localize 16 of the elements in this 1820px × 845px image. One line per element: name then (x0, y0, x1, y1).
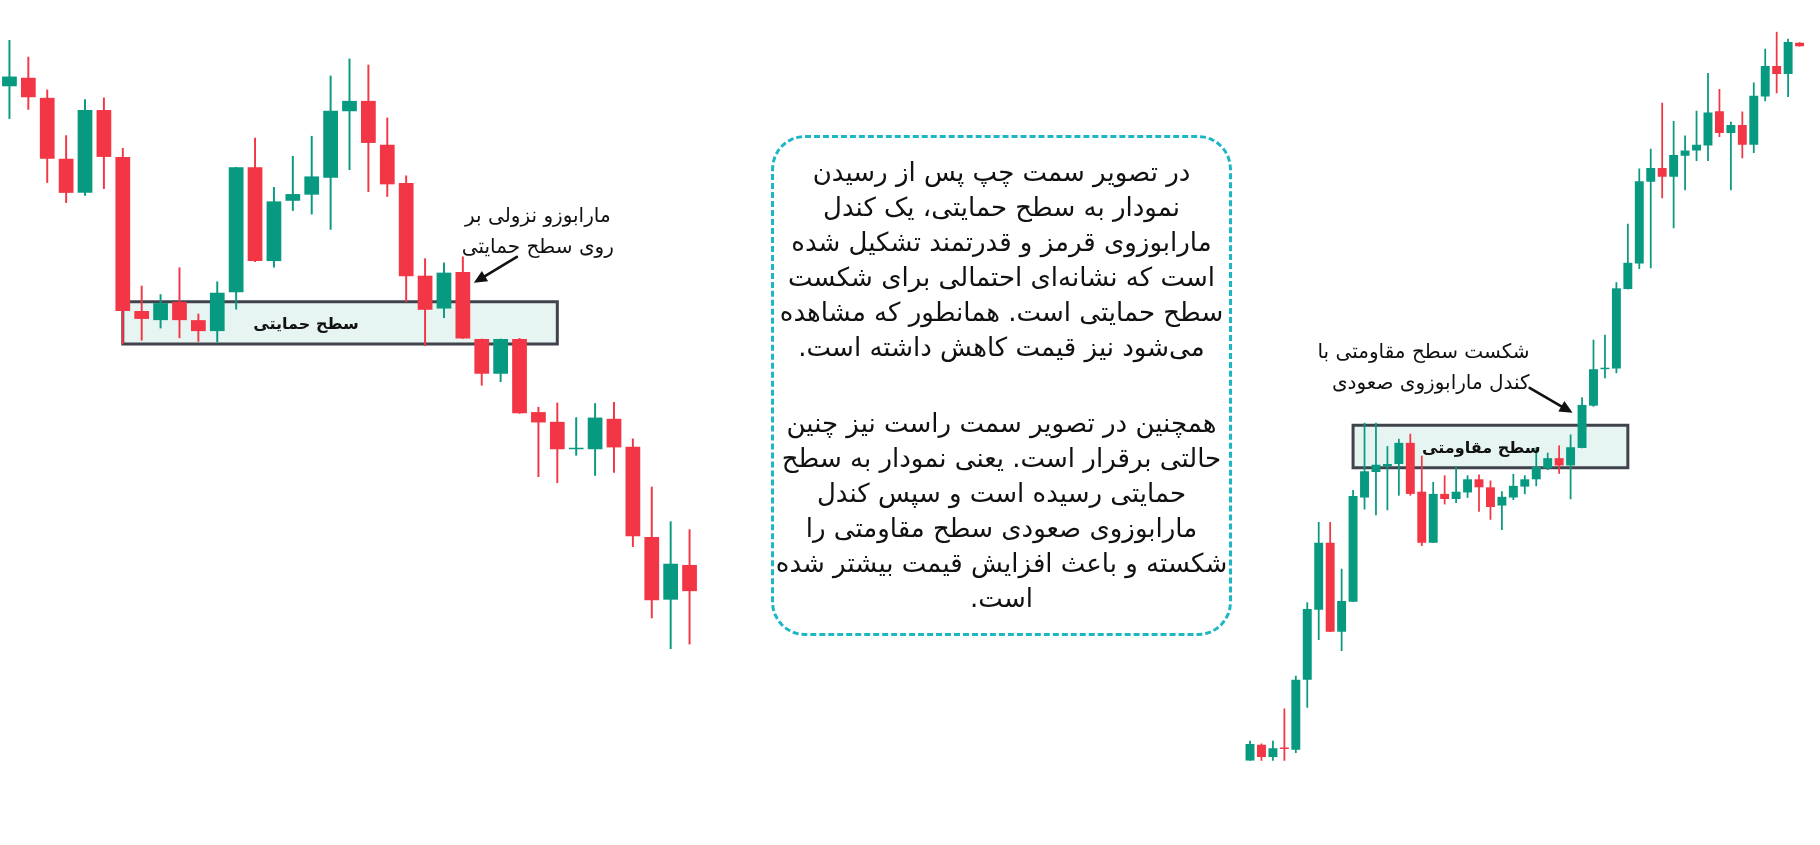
candlestick (1371, 422, 1381, 516)
candlestick (1772, 31, 1782, 94)
band-label: سطح حمایتی (253, 313, 359, 333)
candlestick (1646, 148, 1656, 269)
candlestick (2, 40, 17, 119)
band-label: سطح مقاومتی (1422, 437, 1541, 456)
annotation: شکست سطح مقاومتی با کندل مارابوزوی صعودی (1316, 337, 1530, 396)
candlestick (1680, 135, 1690, 191)
text: همچنین در تصویر سمت راست نیز چنین حالتی برقرار است. یعنی نمودار به سطح حمایتی رسیده است و سپس کندل مارابوزوی صعودی سطح مقاومتی را شکسته و باعث افزایش قیمت بیشتر شده است. (775, 407, 1228, 615)
candlestick (1657, 102, 1667, 199)
candlestick (1726, 121, 1736, 191)
candlestick (1451, 466, 1461, 503)
candlestick (1669, 121, 1679, 229)
text: در تصویر سمت چپ پس از رسیدن نمودار به سطح حمایتی، یک کندل مارابوزوی قرمز و قدرتمند تشکیل شده است که نشانه‌ای احتمالی برای شکست سطح حمایتی است. همانطور که مشاهده می‌شود نیز قیمت کاهش داشته است. (778, 156, 1225, 365)
candlestick (1440, 475, 1450, 505)
annotation: مارابوزو نزولی بر روی سطح حمایتی (460, 201, 615, 260)
